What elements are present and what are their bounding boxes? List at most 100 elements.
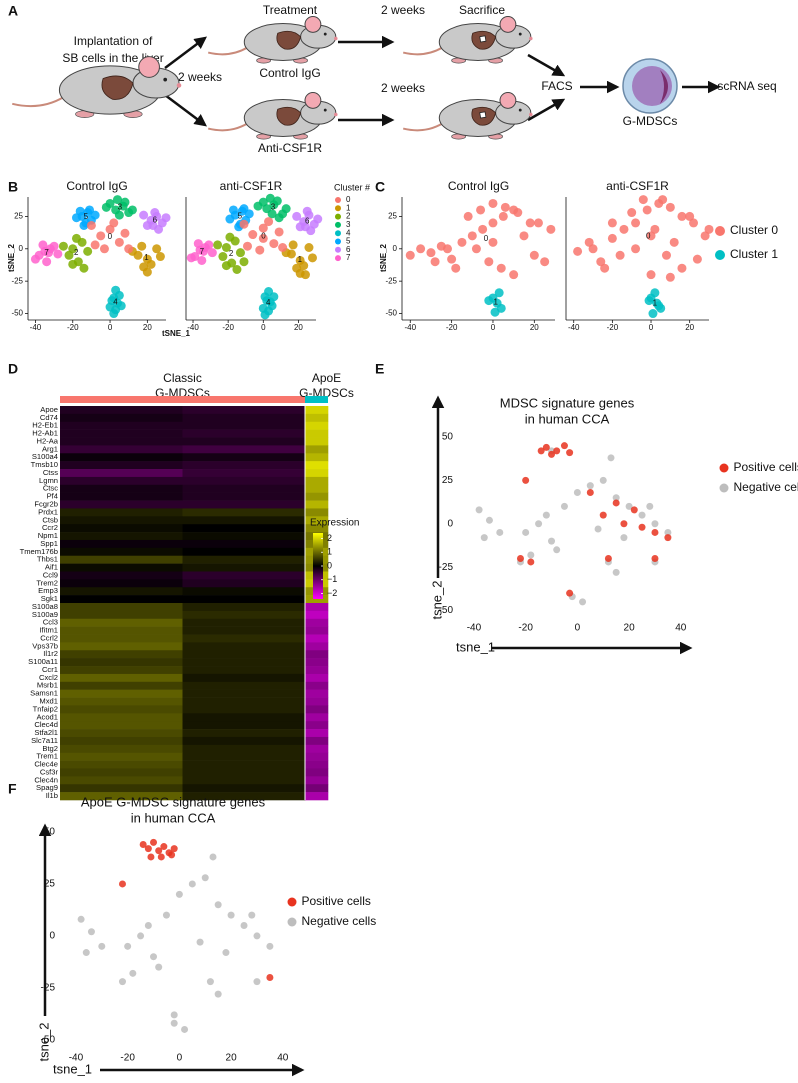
point xyxy=(253,932,261,940)
point xyxy=(53,249,63,259)
point xyxy=(240,922,248,930)
cell xyxy=(305,429,329,438)
cluster-label: 7 xyxy=(200,247,205,256)
ear xyxy=(499,15,517,33)
legend-marker xyxy=(715,250,725,260)
point xyxy=(638,195,648,205)
cell xyxy=(182,579,306,588)
legend-label: 0 xyxy=(346,195,351,204)
ear xyxy=(138,56,160,78)
point xyxy=(299,261,309,271)
y-tick-label: 25 xyxy=(44,879,56,890)
cell xyxy=(60,713,183,722)
point xyxy=(661,250,671,260)
point xyxy=(509,270,519,280)
legend-label: 1 xyxy=(346,203,351,212)
liver xyxy=(276,106,302,126)
y-tick-label: -50 xyxy=(439,605,454,616)
point xyxy=(87,928,95,936)
cell xyxy=(60,618,183,627)
scatter-plot: anti-CSF1R -40 -20 0 20 0 1 Cluster 0 Cluster 1 xyxy=(565,179,778,332)
colorbar-tick-label: 2 xyxy=(327,533,332,543)
cell xyxy=(305,421,329,430)
legend-marker xyxy=(335,205,341,212)
point xyxy=(630,506,638,514)
point xyxy=(150,953,158,961)
row-label: Cxcl2 xyxy=(39,673,58,682)
point xyxy=(620,520,628,528)
cell xyxy=(60,555,183,564)
y-tick-label: -50 xyxy=(385,309,397,318)
x-tick-label: 20 xyxy=(530,323,539,332)
cell xyxy=(182,461,306,470)
cell xyxy=(305,406,329,415)
cell xyxy=(60,666,183,675)
cell xyxy=(182,603,306,612)
point xyxy=(214,990,222,998)
row-label: Tmsb10 xyxy=(31,460,58,469)
y-tick-label: -25 xyxy=(385,276,397,285)
point xyxy=(114,210,124,220)
cell xyxy=(305,736,329,746)
row-label: Ifitm1 xyxy=(39,626,58,635)
row-label: H2-Aa xyxy=(36,436,58,445)
cell xyxy=(182,736,306,746)
point xyxy=(255,245,265,255)
label: FACS xyxy=(541,79,572,93)
row-label: Aif1 xyxy=(45,563,58,572)
legend-label: Cluster 0 xyxy=(730,223,778,237)
point xyxy=(71,233,81,243)
point xyxy=(225,232,235,242)
row-label: Ctsc xyxy=(43,484,58,493)
point xyxy=(525,218,535,228)
legend-label: 6 xyxy=(346,245,351,254)
point xyxy=(664,528,672,536)
liver xyxy=(276,30,302,50)
cell xyxy=(182,784,306,793)
point xyxy=(447,254,457,264)
point xyxy=(584,237,594,247)
point xyxy=(118,978,126,986)
point xyxy=(161,213,171,223)
point xyxy=(30,254,40,264)
cell xyxy=(60,689,183,698)
x-tick-label: -40 xyxy=(404,323,416,332)
cluster-label: 3 xyxy=(118,202,123,211)
point xyxy=(118,880,126,888)
cell xyxy=(60,760,183,769)
point xyxy=(607,233,617,243)
cell xyxy=(60,792,183,801)
label: Implantation of xyxy=(74,34,153,48)
y-tick-label: 25 xyxy=(442,475,454,486)
cell xyxy=(305,437,329,446)
cell xyxy=(60,650,183,659)
cell xyxy=(60,768,183,777)
x-tick-label: 20 xyxy=(624,623,636,634)
cell xyxy=(305,673,329,683)
nose xyxy=(334,112,338,117)
cell xyxy=(60,736,183,746)
cell xyxy=(182,658,306,667)
point xyxy=(144,922,152,930)
panel-letter: E xyxy=(375,361,384,377)
cluster-label: 4 xyxy=(266,298,271,307)
point xyxy=(139,840,147,848)
point xyxy=(264,287,274,297)
row-label: Spag9 xyxy=(36,783,58,792)
point xyxy=(199,246,209,256)
x-tick-label: -20 xyxy=(222,323,234,332)
row-label: Clec4n xyxy=(34,775,58,784)
legend-marker xyxy=(719,483,729,493)
legend-marker xyxy=(335,213,341,220)
chart-title: anti-CSF1R xyxy=(606,179,669,193)
cell xyxy=(305,713,329,722)
point xyxy=(522,528,530,536)
row-label: Trem2 xyxy=(36,578,58,587)
ear xyxy=(499,91,517,109)
point xyxy=(529,250,539,260)
chart-title: in human CCA xyxy=(525,411,610,426)
chart-title: anti-CSF1R xyxy=(220,179,283,193)
x-tick-label: -20 xyxy=(446,323,458,332)
row-label: Sgk1 xyxy=(41,594,58,603)
g-mdsc-cell xyxy=(622,58,678,114)
